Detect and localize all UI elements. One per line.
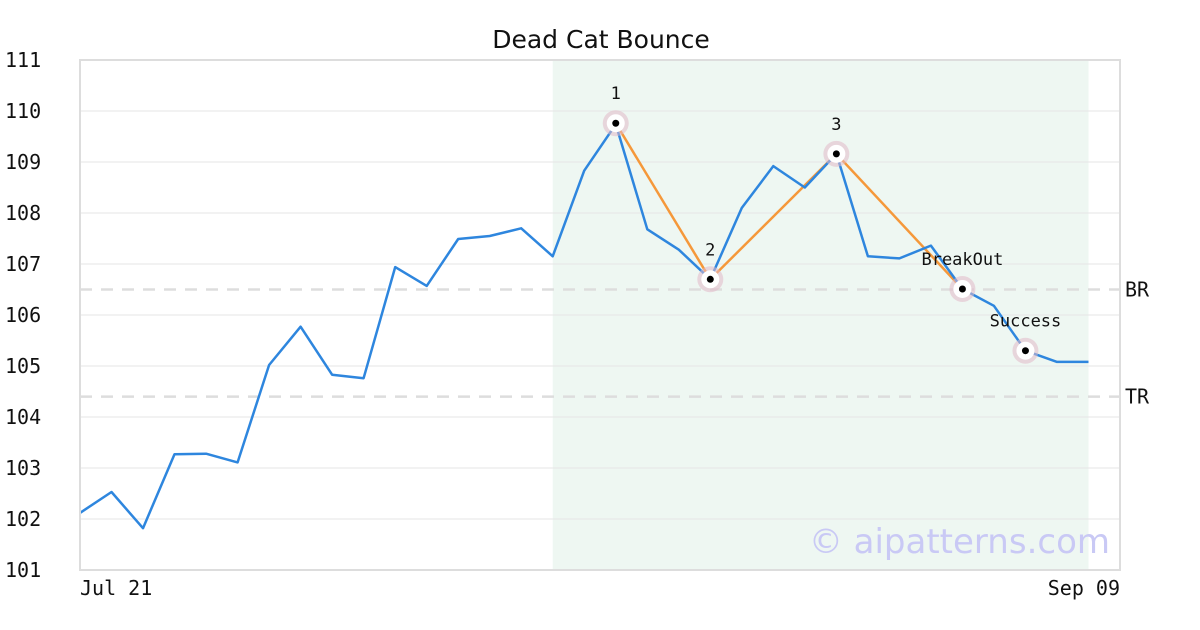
watermark: © aipatterns.com [809,522,1110,562]
chart-title: Dead Cat Bounce [492,25,710,54]
y-tick-label: 105 [5,354,41,378]
y-tick-label: 111 [5,48,41,72]
pattern-point-label: Success [990,312,1062,332]
pattern-point-dot [832,150,840,158]
y-tick-label: 101 [5,558,41,582]
level-label: BR [1125,278,1150,302]
x-tick-label: Sep 09 [1048,576,1120,600]
level-label: TR [1125,385,1150,409]
pattern-segment [835,152,964,290]
pattern-point-label: 2 [705,240,715,260]
plot-frame [79,59,1121,571]
y-tick-label: 103 [5,456,41,480]
level-lines: BR TR [80,278,1150,409]
y-axis-tick-labels: 101 102 103 104 105 106 107 108 109 110 111 [5,48,41,582]
pattern-point-dot [958,285,966,293]
pattern-point-dot [612,119,620,127]
pattern-point-dot [1021,347,1029,355]
y-tick-label: 106 [5,303,41,327]
x-axis-tick-labels: Jul 21 Sep 09 [80,576,1120,600]
pattern-point-label: BreakOut [921,250,1003,270]
pattern-point-label: 1 [611,84,621,104]
price-line [79,123,1089,530]
y-tick-label: 104 [5,405,41,429]
pattern-points: 1 2 3 BreakOut Success [602,84,1062,364]
y-tick-label: 108 [5,201,41,225]
pattern-point-dot [706,275,714,283]
y-tick-label: 110 [5,99,41,123]
y-tick-label: 102 [5,507,41,531]
pattern-segment [614,122,712,280]
y-tick-label: 109 [5,150,41,174]
x-tick-label: Jul 21 [80,576,152,600]
y-tick-label: 107 [5,252,41,276]
pattern-point-label: 3 [831,115,841,135]
